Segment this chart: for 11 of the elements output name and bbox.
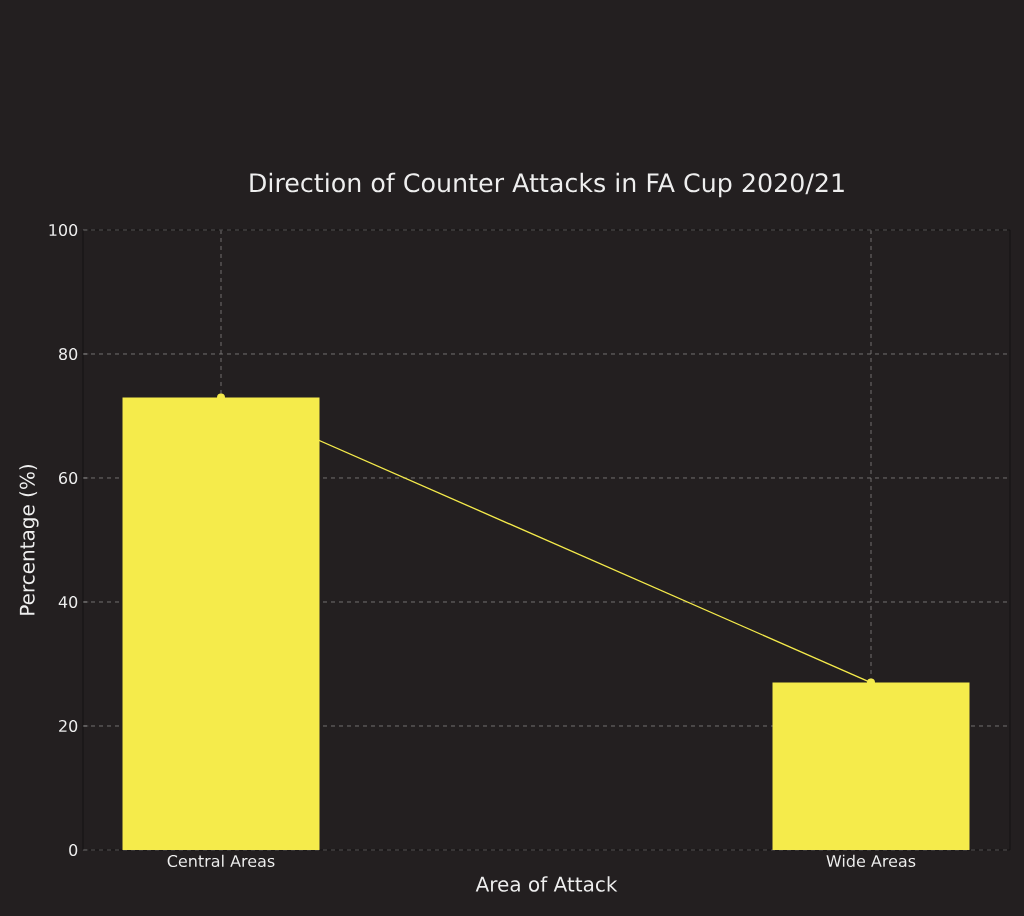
x-tick-label: Central Areas	[167, 854, 275, 868]
x-axis-title: Area of Attack	[475, 876, 618, 892]
y-tick-label: 20	[59, 719, 78, 733]
y-axis-title: Percentage (%)	[19, 464, 39, 615]
x-tick-label: Wide Areas	[826, 854, 916, 868]
y-tick-label: 80	[59, 347, 78, 361]
y-tick-label: 40	[58, 595, 78, 609]
chart-title: Direction of Counter Attacks in FA Cup 2020/21	[250, 172, 844, 198]
y-tick-label: 100	[49, 223, 78, 237]
y-tick-label: 60	[59, 471, 78, 485]
y-tick-label: 0	[69, 843, 78, 857]
